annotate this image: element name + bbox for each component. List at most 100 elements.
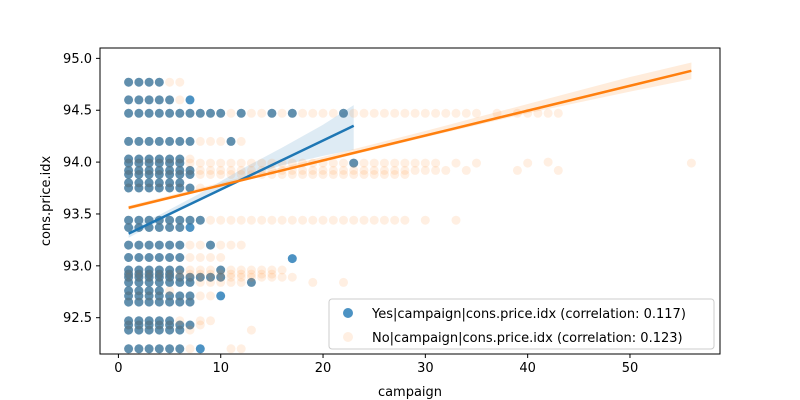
plot-frame xyxy=(99,47,721,355)
data-point-yes xyxy=(216,108,226,118)
data-point-no xyxy=(134,183,144,193)
data-point-no xyxy=(144,269,154,279)
data-point-no xyxy=(410,108,420,118)
legend-box xyxy=(328,298,715,350)
data-point-no xyxy=(144,291,154,301)
data-point-yes xyxy=(165,240,175,250)
data-point-no xyxy=(124,158,134,168)
data-point-yes xyxy=(175,165,185,175)
data-point-no xyxy=(533,108,543,118)
data-point-no xyxy=(134,253,144,262)
data-point-no xyxy=(206,240,215,250)
data-point-no xyxy=(154,269,164,279)
data-point-no xyxy=(144,265,154,275)
data-point-no xyxy=(523,158,533,168)
data-point-yes xyxy=(144,77,154,87)
data-point-no xyxy=(185,325,195,335)
data-point-no xyxy=(144,165,154,175)
data-point-no xyxy=(175,240,185,250)
data-point-yes xyxy=(144,165,154,175)
data-point-yes xyxy=(236,108,246,118)
data-point-no xyxy=(543,157,553,167)
data-point-no xyxy=(472,158,481,168)
data-point-yes xyxy=(154,223,164,232)
data-point-no xyxy=(175,215,185,225)
data-point-no xyxy=(431,165,441,175)
data-point-no xyxy=(154,344,164,354)
data-point-no xyxy=(165,272,175,282)
data-point-no xyxy=(175,291,185,301)
data-point-no xyxy=(553,165,563,175)
data-point-no xyxy=(165,183,175,193)
data-point-yes xyxy=(165,108,175,118)
data-point-no xyxy=(124,253,134,262)
data-point-no xyxy=(369,215,379,225)
data-point-no xyxy=(124,77,134,87)
data-point-no xyxy=(124,108,134,118)
data-point-no xyxy=(185,272,195,282)
data-point-no xyxy=(287,272,297,282)
data-point-no xyxy=(390,170,400,179)
data-point-no xyxy=(236,170,246,179)
data-point-yes xyxy=(195,215,205,225)
data-point-yes xyxy=(124,223,134,232)
x-tick-label: 50 xyxy=(622,361,639,376)
data-point-no xyxy=(308,108,318,118)
regression-lines xyxy=(128,69,692,235)
data-point-no xyxy=(154,320,164,330)
data-point-no xyxy=(124,297,134,307)
data-point-no xyxy=(216,277,226,287)
data-point-yes xyxy=(134,108,144,118)
data-point-no xyxy=(410,158,420,168)
data-point-yes xyxy=(216,291,226,301)
data-point-no xyxy=(400,170,410,179)
data-point-no xyxy=(134,325,144,335)
data-point-no xyxy=(124,223,134,232)
data-point-no xyxy=(175,183,185,193)
data-point-no xyxy=(144,108,154,118)
data-point-no xyxy=(134,286,144,296)
data-point-no xyxy=(267,272,277,282)
data-point-no xyxy=(318,170,328,179)
data-point-yes xyxy=(287,254,297,264)
data-point-yes xyxy=(165,291,175,301)
data-point-yes xyxy=(134,95,144,105)
data-point-no xyxy=(369,170,379,179)
data-point-yes xyxy=(216,272,226,282)
data-point-yes xyxy=(144,154,154,164)
data-point-no xyxy=(308,170,318,179)
data-point-yes xyxy=(134,286,144,296)
data-point-no xyxy=(318,108,328,118)
data-point-no xyxy=(175,272,185,282)
data-point-no xyxy=(195,269,205,279)
data-point-no xyxy=(308,215,318,225)
data-point-no xyxy=(154,158,164,168)
data-point-no xyxy=(165,344,175,354)
data-point-no xyxy=(134,95,144,105)
data-point-no xyxy=(165,154,175,164)
data-point-yes xyxy=(154,240,164,250)
data-point-no xyxy=(349,215,359,225)
data-point-no xyxy=(144,277,154,287)
data-point-no xyxy=(287,108,297,118)
data-point-no xyxy=(144,95,154,105)
x-tick-label: 10 xyxy=(212,361,229,376)
data-point-no xyxy=(154,277,164,287)
data-point-no xyxy=(379,170,389,179)
data-point-no xyxy=(246,215,256,225)
data-point-no xyxy=(144,77,154,87)
data-point-no xyxy=(154,272,164,282)
data-point-no xyxy=(154,240,164,250)
data-point-yes xyxy=(165,178,175,188)
data-point-no xyxy=(410,165,420,175)
data-point-no xyxy=(154,223,164,232)
data-point-yes xyxy=(134,165,144,175)
data-point-yes xyxy=(165,215,175,225)
data-point-no xyxy=(195,253,205,262)
data-point-no xyxy=(236,215,246,225)
data-point-yes xyxy=(165,165,175,175)
data-point-yes xyxy=(154,154,164,164)
data-point-no xyxy=(154,95,164,105)
data-point-no xyxy=(185,108,195,118)
x-tick-label: 20 xyxy=(315,361,332,376)
